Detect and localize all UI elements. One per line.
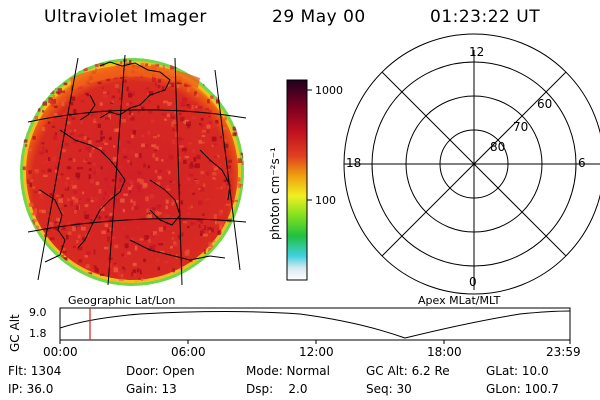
x-tick-1200: 12:00	[299, 345, 334, 359]
lat-lon-grid	[27, 54, 247, 286]
info-glat: GLat: 10.0	[486, 364, 549, 378]
info-mode: Mode: Normal	[246, 364, 330, 378]
mlat-label-80: 80	[490, 140, 506, 154]
info-seq: Seq: 30	[366, 382, 412, 396]
info-gain: Gain: 13	[126, 382, 177, 396]
instrument-title: Ultraviolet Imager	[44, 7, 207, 27]
mlt-label-18: 18	[346, 156, 362, 170]
geographic-panel-title: Geographic Lat/Lon	[68, 294, 176, 307]
alt-tick-9: 9.0	[29, 306, 47, 319]
mlat-label-70: 70	[513, 120, 529, 134]
info-dsp: Dsp: 2.0	[246, 382, 308, 396]
date-label: 29 May 00	[272, 7, 366, 27]
x-tick-0000: 00:00	[43, 345, 78, 359]
colorbar-tick-1000: 1000	[315, 84, 343, 97]
mlat-label-60: 60	[537, 97, 553, 111]
colorbar-tick-100: 100	[315, 194, 336, 207]
mlt-label-0: 0	[469, 275, 477, 289]
x-tick-1800: 18:00	[427, 345, 462, 359]
info-door: Door: Open	[126, 364, 195, 378]
info-gc-alt: GC Alt: 6.2 Re	[366, 364, 450, 378]
colorbar	[286, 79, 312, 281]
x-tick-2359: 23:59	[546, 345, 581, 359]
info-glon: GLon: 100.7	[486, 382, 559, 396]
info-flt: Flt: 1304	[8, 364, 62, 378]
mlt-label-6: 6	[578, 156, 586, 170]
alt-tick-1-8: 1.8	[29, 327, 47, 340]
info-ip: IP: 36.0	[8, 382, 54, 396]
mlt-label-12: 12	[469, 45, 485, 59]
altitude-strip	[59, 307, 571, 344]
apex-panel-title: Apex MLat/MLT	[418, 294, 501, 307]
gc-alt-axis-label: GC Alt	[8, 314, 22, 352]
colorbar-unit-label: photon cm⁻²s⁻¹	[268, 147, 282, 240]
x-tick-0600: 06:00	[171, 345, 206, 359]
time-label: 01:23:22 UT	[430, 7, 541, 27]
earth-disk-image	[20, 58, 244, 286]
polar-plot	[343, 33, 600, 295]
